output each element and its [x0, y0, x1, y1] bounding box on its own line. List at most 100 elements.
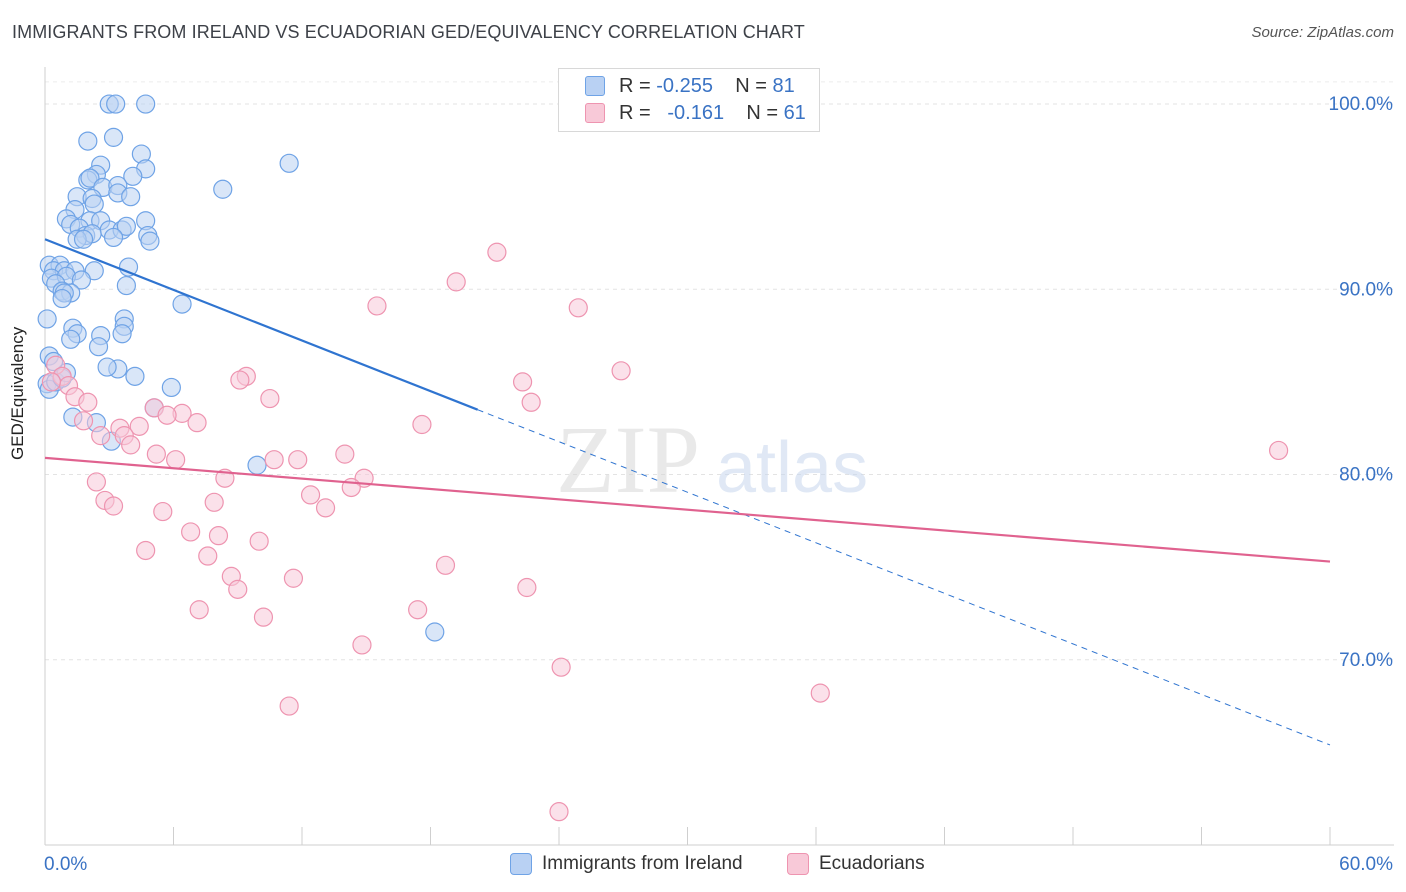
ecuadorian-point — [611, 361, 631, 381]
legend-swatch-ireland — [585, 76, 605, 96]
ecuadorian-point — [446, 272, 466, 292]
ecuadorian-point — [260, 388, 280, 409]
ireland-point — [112, 324, 132, 344]
ecuadorian-point — [187, 413, 207, 433]
ireland-point — [125, 366, 145, 386]
ireland-point — [97, 357, 117, 377]
ireland-point — [123, 166, 143, 186]
ecuadorian-point — [279, 696, 299, 716]
ecuadorian-point — [157, 405, 177, 425]
ireland-trend-line — [44, 238, 479, 411]
y-axis-label: GED/Equivalency — [8, 326, 27, 460]
ecuadorian-point — [435, 555, 456, 575]
ireland-point — [73, 229, 94, 249]
ecuadorian-point — [181, 522, 201, 542]
ecuadorian-point — [549, 802, 569, 822]
ecuadorian-point — [412, 414, 432, 435]
ireland-point — [425, 622, 445, 642]
ireland-point — [80, 168, 100, 188]
ecuadorian-point — [810, 683, 830, 703]
ecuadorian-point — [512, 372, 533, 392]
y-tick-label: 70.0% — [1339, 650, 1393, 671]
series-name-ecuadorians: Ecuadorians — [819, 853, 925, 874]
bottom-legend-ireland: Immigrants from Ireland — [510, 850, 743, 878]
data-points — [37, 94, 1289, 822]
r-value: -0.161 — [667, 101, 725, 124]
ecuadorian-point — [78, 392, 98, 412]
ireland-point — [78, 131, 98, 151]
ecuadorian-point — [198, 546, 218, 566]
legend-swatch-ecuadorians — [585, 103, 605, 123]
chart-title: IMMIGRANTS FROM IRELAND VS ECUADORIAN GE… — [12, 22, 805, 42]
ecuadorian-point — [517, 577, 537, 598]
r-value: -0.255 — [656, 74, 713, 97]
ecuadorian-point — [408, 600, 428, 620]
ecuadorian-point — [352, 635, 372, 655]
ecuadorian-point — [335, 444, 355, 464]
ireland-point — [103, 127, 124, 147]
r-label: R = — [619, 74, 651, 97]
ecuadorian-point — [249, 531, 269, 551]
ecuadorian-point — [315, 498, 336, 518]
y-tick-label: 100.0% — [1329, 94, 1394, 115]
series-name-ireland: Immigrants from Ireland — [542, 853, 743, 874]
ecuadorian-point — [208, 526, 229, 546]
x-tick-label: 60.0% — [1339, 854, 1393, 875]
ireland-point — [172, 294, 192, 314]
n-value: 81 — [772, 74, 795, 97]
legend-row-ecuadorians: R = -0.161 N = 61 — [585, 100, 806, 126]
ecuadorian-point — [253, 607, 274, 627]
ireland-point — [88, 337, 109, 357]
ecuadorian-point — [166, 450, 186, 470]
source-label: Source: ZipAtlas.com — [1251, 24, 1394, 41]
legend-row-ireland: R = -0.255 N = 81 — [585, 73, 795, 99]
n-label: N = — [746, 101, 778, 124]
ecuadorian-trend-line — [44, 456, 1331, 563]
bottom-swatch-ecuadorians — [787, 853, 809, 875]
ecuadorian-point — [300, 485, 321, 505]
ireland-point — [247, 455, 267, 475]
ireland-point — [116, 275, 136, 296]
ireland-point — [161, 377, 181, 398]
ireland-point — [84, 261, 104, 281]
ecuadorian-point — [204, 492, 224, 512]
x-tick-label: 0.0% — [44, 854, 87, 875]
ecuadorian-point — [86, 472, 107, 492]
trend-lines — [44, 238, 1331, 746]
n-label: N = — [735, 74, 767, 97]
ecuadorian-point — [568, 298, 588, 318]
watermark-zip: ZIP — [556, 406, 700, 513]
ecuadorian-point — [487, 242, 507, 262]
ecuadorian-point — [121, 435, 141, 455]
ecuadorian-point — [129, 416, 149, 436]
ecuadorian-point — [1268, 440, 1289, 461]
ireland-point — [106, 94, 126, 114]
r-label: R = — [619, 101, 651, 124]
ireland-point — [121, 187, 141, 207]
ecuadorian-point — [521, 392, 541, 412]
ecuadorian-point — [91, 426, 111, 446]
ecuadorian-point — [228, 579, 248, 599]
ecuadorian-point — [189, 600, 209, 620]
ireland-point — [61, 329, 81, 349]
watermark-atlas: atlas — [716, 428, 868, 508]
ireland-point — [103, 227, 124, 248]
watermark: ZIP atlas — [556, 406, 868, 513]
ecuadorian-point — [230, 370, 250, 390]
ecuadorian-point — [103, 496, 124, 516]
ireland-point — [118, 257, 139, 277]
ecuadorian-point — [288, 450, 308, 470]
stats-legend: R = -0.255 N = 81 R = -0.161 N = 61 — [558, 68, 820, 132]
ireland-point — [52, 288, 72, 309]
ireland-point — [213, 179, 233, 199]
tick-labels: 70.0% 80.0% 90.0% 100.0% 0.0% 60.0% — [44, 94, 1393, 875]
ecuadorian-point — [367, 296, 387, 316]
ireland-point — [37, 309, 57, 329]
ecuadorian-point — [551, 657, 571, 677]
ireland-point — [84, 194, 104, 214]
ecuadorian-point — [153, 501, 173, 522]
ireland-point — [136, 94, 156, 114]
bottom-swatch-ireland — [510, 853, 532, 875]
ireland-point — [71, 270, 92, 290]
